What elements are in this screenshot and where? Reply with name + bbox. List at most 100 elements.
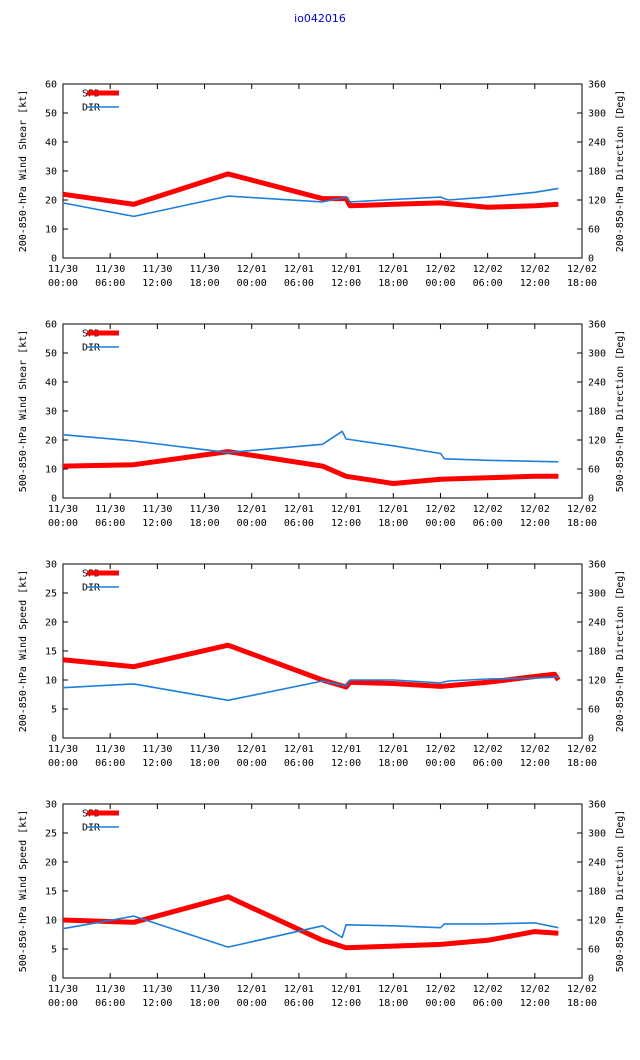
- x-tick-date: 12/02: [473, 504, 503, 515]
- x-tick-date: 12/01: [237, 264, 267, 275]
- y-left-tick-label: 30: [45, 167, 57, 178]
- x-tick-date: 12/01: [331, 744, 361, 755]
- y-right-axis-label: 200-850-hPa Direction [Deg]: [615, 90, 626, 253]
- y-right-tick-label: 300: [588, 109, 606, 120]
- x-tick-time: 06:00: [95, 758, 125, 769]
- x-tick-time: 06:00: [95, 518, 125, 529]
- plot-frame: [62, 83, 583, 259]
- y-right-tick-label: 120: [588, 916, 606, 927]
- x-tick-date: 11/30: [48, 744, 78, 755]
- x-tick-time: 12:00: [142, 278, 172, 289]
- y-left-tick-label: 0: [51, 974, 57, 985]
- x-tick-time: 18:00: [378, 758, 408, 769]
- x-tick-date: 12/02: [567, 984, 597, 995]
- y-right-tick-label: 60: [588, 225, 600, 236]
- x-tick-time: 18:00: [189, 998, 219, 1009]
- spd-series-line: [62, 449, 559, 486]
- y-right-tick-label: 0: [588, 254, 594, 265]
- x-tick-date: 11/30: [142, 984, 172, 995]
- y-left-tick-label: 5: [51, 705, 57, 716]
- y-left-tick-label: 10: [45, 676, 57, 687]
- plot-frame: [62, 323, 583, 499]
- y-left-tick-label: 10: [45, 225, 57, 236]
- x-tick-time: 18:00: [567, 278, 597, 289]
- plot-frame: [62, 563, 583, 739]
- x-tick-date: 12/01: [378, 504, 408, 515]
- y-left-tick-label: 0: [51, 734, 57, 745]
- x-tick-time: 00:00: [425, 518, 455, 529]
- x-tick-time: 06:00: [473, 758, 503, 769]
- y-right-tick-label: 0: [588, 734, 594, 745]
- y-right-tick-label: 120: [588, 676, 606, 687]
- wind-speed-500-850-chart: 05101520253006012018024030036011/3000:00…: [18, 800, 626, 1010]
- x-tick-time: 18:00: [567, 998, 597, 1009]
- y-right-axis-label: 500-850-hPa Direction [Deg]: [615, 330, 626, 493]
- x-tick-time: 12:00: [331, 518, 361, 529]
- x-tick-time: 06:00: [473, 518, 503, 529]
- dir-series-line: [62, 430, 559, 463]
- y-right-axis-label: 200-850-hPa Direction [Deg]: [615, 570, 626, 733]
- x-tick-date: 12/02: [425, 264, 455, 275]
- page-title: io042016: [294, 12, 346, 25]
- x-tick-date: 11/30: [95, 744, 125, 755]
- x-tick-date: 11/30: [142, 744, 172, 755]
- x-tick-date: 12/01: [237, 744, 267, 755]
- x-tick-time: 12:00: [520, 278, 550, 289]
- x-tick-time: 18:00: [567, 758, 597, 769]
- x-tick-date: 11/30: [189, 504, 219, 515]
- x-tick-date: 12/02: [567, 264, 597, 275]
- x-tick-date: 11/30: [95, 984, 125, 995]
- legend-dir-label: DIR: [82, 823, 101, 834]
- y-left-tick-label: 25: [45, 829, 57, 840]
- x-tick-time: 18:00: [378, 278, 408, 289]
- y-left-tick-label: 20: [45, 196, 57, 207]
- x-tick-date: 12/01: [331, 984, 361, 995]
- spd-series-line: [62, 171, 559, 210]
- x-tick-time: 12:00: [142, 518, 172, 529]
- y-right-tick-label: 360: [588, 800, 606, 811]
- x-tick-date: 12/01: [237, 504, 267, 515]
- x-tick-date: 12/01: [331, 264, 361, 275]
- y-right-tick-label: 60: [588, 705, 600, 716]
- x-tick-date: 11/30: [189, 264, 219, 275]
- y-left-axis-label: 200-850-hPa Wind Speed [kt]: [18, 570, 29, 733]
- y-left-tick-label: 40: [45, 378, 57, 389]
- y-left-tick-label: 30: [45, 560, 57, 571]
- x-tick-time: 06:00: [95, 278, 125, 289]
- legend-dir-label: DIR: [82, 103, 101, 114]
- x-tick-time: 18:00: [189, 278, 219, 289]
- y-right-tick-label: 60: [588, 465, 600, 476]
- y-left-tick-label: 10: [45, 916, 57, 927]
- y-right-tick-label: 300: [588, 589, 606, 600]
- y-left-tick-label: 20: [45, 858, 57, 869]
- y-right-tick-label: 180: [588, 647, 606, 658]
- x-tick-date: 12/01: [378, 264, 408, 275]
- y-left-tick-label: 10: [45, 465, 57, 476]
- y-right-tick-label: 180: [588, 407, 606, 418]
- y-right-tick-label: 240: [588, 618, 606, 629]
- x-tick-time: 00:00: [48, 998, 78, 1009]
- y-right-tick-label: 0: [588, 974, 594, 985]
- y-right-tick-label: 240: [588, 138, 606, 149]
- x-tick-time: 06:00: [284, 758, 314, 769]
- y-left-tick-label: 30: [45, 407, 57, 418]
- x-tick-date: 12/02: [425, 504, 455, 515]
- x-tick-date: 11/30: [189, 984, 219, 995]
- x-tick-date: 12/02: [473, 984, 503, 995]
- y-right-tick-label: 360: [588, 560, 606, 571]
- x-tick-time: 18:00: [378, 998, 408, 1009]
- x-tick-date: 12/02: [425, 984, 455, 995]
- x-tick-time: 06:00: [473, 278, 503, 289]
- x-tick-date: 12/02: [567, 744, 597, 755]
- y-left-tick-label: 60: [45, 80, 57, 91]
- x-tick-date: 11/30: [95, 504, 125, 515]
- wind-shear-200-850-chart: 0 10 20 30 40 50 60 0 60 120 180 240 300 360 11/30 00:0…: [18, 80, 626, 290]
- x-tick-time: 18:00: [567, 518, 597, 529]
- x-tick-time: 00:00: [425, 998, 455, 1009]
- x-tick-date: 11/30: [48, 264, 78, 275]
- x-tick-date: 12/01: [237, 984, 267, 995]
- x-tick-time: 18:00: [189, 518, 219, 529]
- x-tick-time: 06:00: [284, 518, 314, 529]
- x-tick-time: 18:00: [189, 758, 219, 769]
- dir-series-line: [62, 915, 559, 948]
